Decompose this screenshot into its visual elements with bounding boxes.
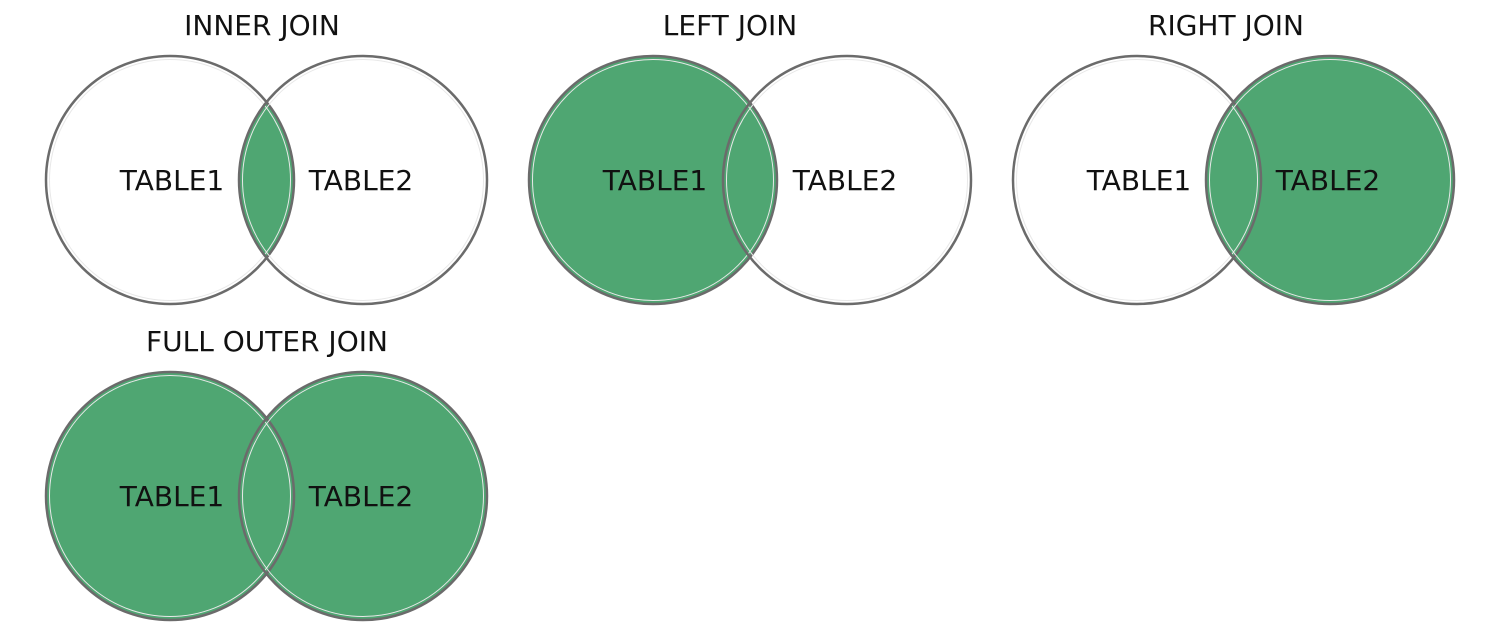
intersection-region [723,102,777,258]
table1-label: TABLE1 [602,164,707,197]
table2-circle-outline [1204,54,1456,306]
table2-label: TABLE2 [308,480,413,513]
right-join-diagram: RIGHT JOIN TABLE1 TABLE2 [1011,9,1456,306]
table2-label: TABLE2 [792,164,897,197]
table1-circle-outline [44,54,296,306]
table2-circle-outline [237,370,489,622]
inner-join-diagram: INNER JOIN TABLE1 TABLE2 [44,9,489,306]
intersection-region [239,102,294,258]
left-join-diagram: LEFT JOIN TABLE1 TABLE2 [527,9,973,306]
full-outer-join-diagram: FULL OUTER JOIN TABLE1 TABLE2 [44,325,489,622]
table1-label: TABLE1 [119,164,224,197]
table2-only-region [1233,55,1454,305]
table1-circle-outline [527,54,779,306]
diagram-title: FULL OUTER JOIN [146,325,388,358]
table2-circle-inner-ring [242,375,484,617]
table1-label: TABLE1 [119,480,224,513]
table1-circle-inner-ring [532,59,774,301]
intersection-region [239,418,294,574]
diagram-title: RIGHT JOIN [1148,9,1304,42]
table1-circle-inner-ring [49,375,291,617]
table2-circle-outline [237,54,489,306]
table1-circle-outline [44,370,296,622]
table1-circle-outline [1011,54,1263,306]
table1-circle-inner-ring [1016,59,1258,301]
table2-label: TABLE2 [308,164,413,197]
table2-circle-inner-ring [242,59,484,301]
table2-label: TABLE2 [1275,164,1380,197]
table1-label: TABLE1 [1086,164,1191,197]
table1-circle-inner-ring [49,59,291,301]
table2-only-region [266,371,488,620]
intersection-region [1206,102,1261,258]
table2-circle-inner-ring [726,59,968,301]
table2-circle-outline [721,54,973,306]
table1-only-region [529,55,750,304]
table2-circle-inner-ring [1209,59,1451,301]
diagram-title: LEFT JOIN [663,9,797,42]
table1-only-region [45,371,267,620]
diagram-title: INNER JOIN [184,9,340,42]
